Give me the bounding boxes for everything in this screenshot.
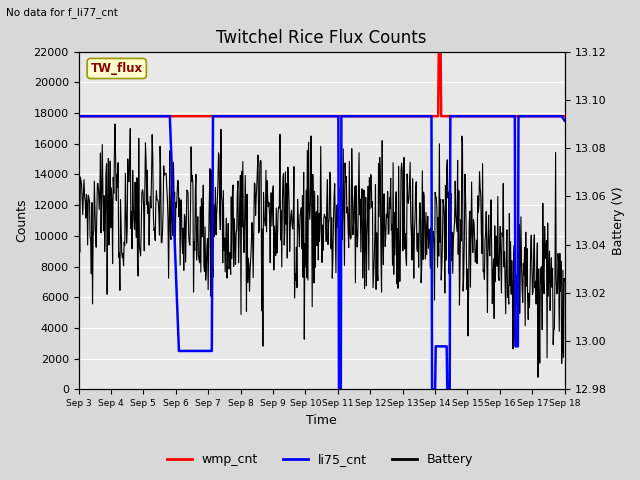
Text: No data for f_li77_cnt: No data for f_li77_cnt [6,7,118,18]
Y-axis label: Counts: Counts [15,199,28,242]
Legend: wmp_cnt, li75_cnt, Battery: wmp_cnt, li75_cnt, Battery [162,448,478,471]
X-axis label: Time: Time [307,414,337,427]
Text: TW_flux: TW_flux [91,62,143,75]
Title: Twitchel Rice Flux Counts: Twitchel Rice Flux Counts [216,29,427,48]
Y-axis label: Battery (V): Battery (V) [612,186,625,255]
